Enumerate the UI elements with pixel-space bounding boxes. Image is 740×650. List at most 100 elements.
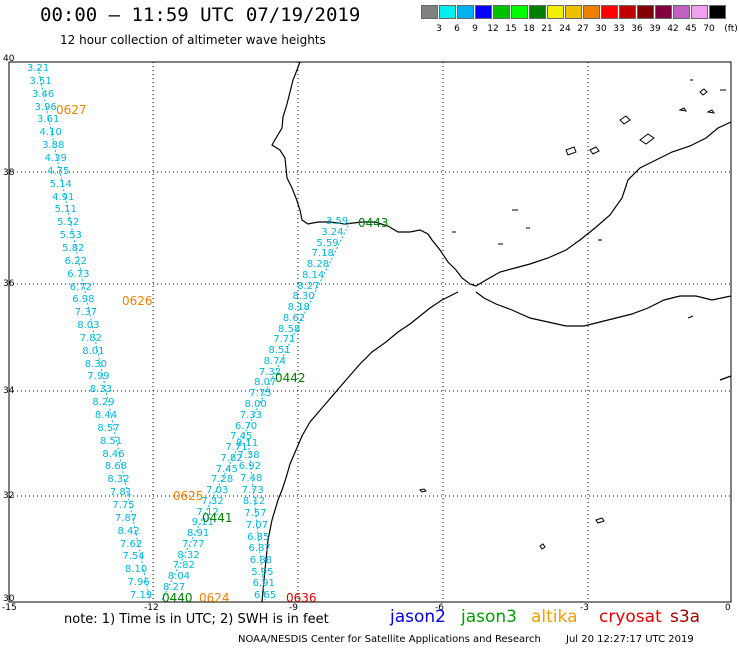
wave-height-value-c: 5.95 [251, 566, 274, 578]
wave-height-value-a: 3.51 [29, 75, 52, 87]
pass-time-label: 0627 [56, 103, 87, 117]
wave-height-value-b: 7.28 [210, 474, 234, 486]
wave-height-value-a: 7.82 [79, 332, 103, 344]
legend-item-cryosat: cryosat [599, 607, 662, 627]
wave-height-value-c: 7.73 [241, 484, 264, 496]
colorbar-label: 24 [559, 24, 571, 34]
pass-time-label: 0442 [275, 371, 306, 385]
map-title: 00:00 – 11:59 UTC 07/19/2019 [40, 4, 361, 26]
wave-height-value-a: 3.61 [37, 114, 60, 126]
colorbar-swatch [529, 5, 546, 19]
wave-height-value-b: 8.51 [268, 345, 291, 357]
longitude-label: -9 [289, 603, 298, 613]
wave-height-value-a: 8.57 [97, 422, 120, 434]
colorbar-swatch [475, 5, 492, 19]
wave-height-value-b: 7.12 [196, 506, 219, 518]
footer-note: note: 1) Time is in UTC; 2) SWH is in fe… [64, 612, 329, 627]
colorbar-swatch [601, 5, 618, 19]
graticule [9, 62, 731, 602]
colorbar-label: 15 [505, 24, 517, 34]
pass-time-label: 0626 [122, 294, 153, 308]
colorbar-swatch [511, 5, 528, 19]
colorbar-label: 33 [613, 24, 625, 34]
wave-height-value-c: 6.87 [248, 543, 271, 555]
longitude-label: -12 [144, 603, 159, 613]
wave-height-value-a: 7.96 [127, 577, 150, 589]
ground-tracks [37, 67, 351, 601]
map-border [8, 61, 732, 603]
wave-height-value-b: 8.28 [306, 259, 330, 271]
wave-height-value-b: 3.59 [326, 216, 349, 227]
colorbar-label: 36 [631, 24, 643, 34]
wave-height-value-a: 5.53 [59, 230, 82, 242]
wave-height-value-a: 3.46 [32, 88, 55, 100]
wave-height-value-a: 7.99 [87, 371, 110, 383]
wave-height-value-a: 8.10 [124, 564, 148, 576]
colorbar-swatch [565, 5, 582, 19]
colorbar-swatch [655, 5, 672, 19]
colorbar-swatch [619, 5, 636, 19]
wave-height-value-c: 6.65 [254, 590, 277, 601]
wave-height-value-a: 7.37 [74, 307, 97, 319]
wave-height-value-c: 6.91 [252, 578, 275, 590]
wave-height-value-a: 8.44 [94, 410, 118, 422]
wave-height-value-a: 8.03 [77, 320, 100, 332]
colorbar-unit: (ft) [724, 24, 738, 34]
pass-time-label: 0636 [286, 591, 317, 605]
wave-height-value-a: 7.19 [130, 590, 153, 601]
coastline [261, 61, 732, 603]
colorbar-label: 18 [523, 24, 535, 34]
wave-height-value-c: 7.48 [240, 473, 263, 485]
longitude-label: -15 [2, 603, 17, 613]
colorbar-label: 39 [649, 24, 661, 34]
wave-height-value-a: 8.68 [104, 461, 128, 473]
colorbar-label: 3 [436, 24, 442, 34]
wave-height-value-a: 5.82 [62, 242, 85, 254]
wave-height-value-a: 3.96 [34, 101, 57, 113]
legend-item-jason3: jason3 [461, 607, 517, 627]
wave-height-value-b: 8.30 [292, 291, 315, 303]
colorbar-label: 42 [667, 24, 679, 34]
wave-height-value-a: 7.54 [122, 551, 145, 563]
colorbar-swatch [691, 5, 708, 19]
pass-time-label: 0441 [202, 511, 233, 525]
wave-height-value-b: 8.18 [287, 302, 310, 314]
wave-height-value-c: 7.07 [245, 519, 268, 531]
latitude-label: 38 [3, 168, 15, 178]
wave-height-value-a: 4.10 [39, 127, 62, 139]
colorbar-swatch [421, 5, 438, 19]
wave-height-value-b: 7.77 [182, 538, 205, 550]
wave-height-value-b: 8.91 [186, 528, 210, 540]
wave-height-value-a: 8.32 [107, 474, 130, 486]
wave-height-value-c: 6.92 [238, 461, 262, 473]
legend-item-jason2: jason2 [390, 607, 446, 627]
longitude-label: -3 [580, 603, 589, 613]
wave-height-value-a: 8.33 [89, 384, 113, 396]
colorbar-label: 21 [541, 24, 553, 34]
wave-height-value-a: 8.29 [92, 397, 115, 409]
colorbar-swatch [493, 5, 510, 19]
longitude-label: 0 [725, 603, 731, 613]
colorbar-swatch [547, 5, 564, 19]
wave-height-value-a: 7.81 [109, 487, 133, 499]
wave-height-value-c: 7.38 [237, 449, 260, 461]
islands [419, 79, 726, 550]
wave-height-value-b: 7.71 [225, 442, 248, 454]
wave-height-value-b: 8.32 [177, 549, 200, 561]
wave-height-value-b: 7.18 [311, 248, 334, 260]
wave-height-value-b: 8.62 [282, 312, 306, 324]
wave-height-value-a: 6.73 [67, 268, 90, 280]
map-subtitle: 12 hour collection of altimeter wave hei… [60, 33, 326, 47]
pass-time-label: 0624 [199, 591, 230, 605]
wave-height-value-c: 8.12 [242, 496, 266, 508]
pass-time-label: 0625 [173, 489, 204, 503]
colorbar-label: 70 [703, 24, 715, 34]
colorbar-label: 6 [454, 24, 460, 34]
colorbar-label: 9 [472, 24, 478, 34]
wave-height-value-b: 8.14 [302, 269, 325, 281]
wave-height-value-a: 4.91 [52, 191, 75, 203]
wave-height-value-a: 5.52 [57, 217, 80, 229]
wave-height-value-a: 7.87 [114, 512, 138, 524]
wave-height-value-b: 8.27 [297, 280, 320, 292]
